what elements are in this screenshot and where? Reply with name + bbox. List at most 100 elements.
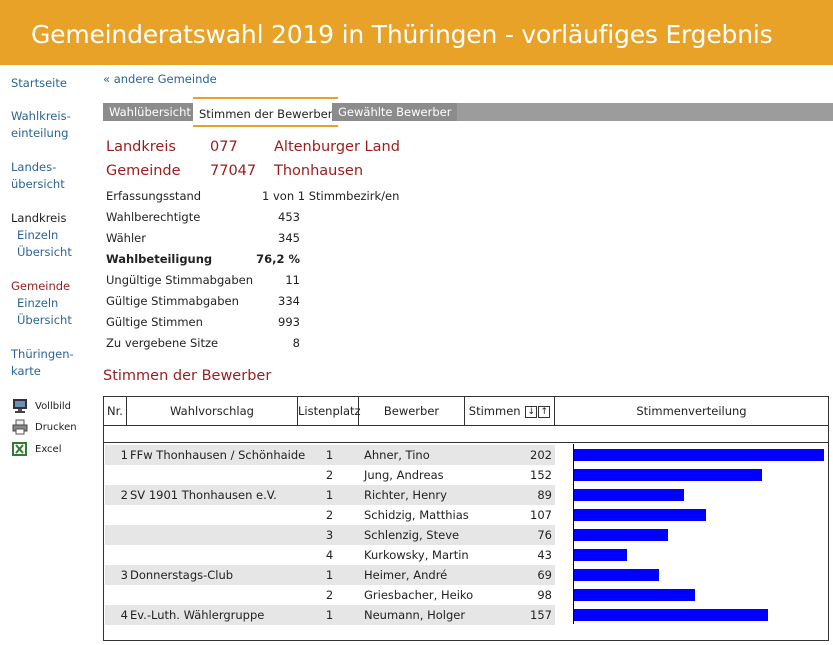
table-row: 2 SV 1901 Thonhausen e.V. 1 Richter, Henry 8… <box>105 485 555 505</box>
cell-nr: 1 <box>120 448 128 462</box>
cell-bewerber: Richter, Henry <box>364 488 447 502</box>
cell-nr: 3 <box>120 568 128 582</box>
stat-value-wahlbeteiligung: 76,2 % <box>256 252 300 266</box>
vote-bar <box>574 469 762 481</box>
sidebar-item-startseite[interactable]: Startseite <box>11 75 67 92</box>
cell-bewerber: Ahner, Tino <box>364 448 430 462</box>
section-title: Stimmen der Bewerber <box>103 368 272 384</box>
page-title: Gemeinderatswahl 2019 in Thüringen - vor… <box>31 20 773 49</box>
vote-bar <box>574 609 768 621</box>
tab-stimmen-der-bewerber[interactable]: Stimmen der Bewerber <box>193 97 339 127</box>
stat-value-gueltige-stimmabgaben: 334 <box>278 294 300 308</box>
vollbild-button[interactable]: Vollbild <box>11 398 71 414</box>
column-header-nr: Nr. <box>104 397 127 425</box>
stat-label-wahlbeteiligung: Wahlbeteiligung <box>106 252 213 266</box>
cell-listenplatz: 1 <box>325 488 334 502</box>
table-row: 1 FFw Thonhausen / Schönhaide 1 Ahner, Tino… <box>105 445 555 465</box>
sidebar-label-landkreis: Landkreis <box>11 211 67 225</box>
table-row: 2 Schidzig, Matthias 107 <box>105 505 555 525</box>
gemeinde-label: Gemeinde <box>106 163 181 179</box>
sidebar-link-wahlkreis-1[interactable]: Wahlkreis- <box>11 109 71 123</box>
sidebar-link-gemeinde-uebersicht[interactable]: Übersicht <box>17 313 72 327</box>
gemeinde-name: Thonhausen <box>274 163 364 179</box>
printer-icon <box>11 419 29 435</box>
sidebar-link-landkreis-uebersicht[interactable]: Übersicht <box>17 245 72 259</box>
cell-bewerber: Schidzig, Matthias <box>364 508 469 522</box>
cell-bewerber: Schlenzig, Steve <box>364 528 460 542</box>
cell-listenplatz: 1 <box>325 448 334 462</box>
cell-stimmen: 98 <box>537 588 552 602</box>
cell-listenplatz: 3 <box>325 528 334 542</box>
landkreis-label: Landkreis <box>106 139 176 155</box>
tab-gewaehlte-bewerber[interactable]: Gewählte Bewerber <box>332 103 458 121</box>
stat-value-gueltige-stimmen: 993 <box>278 315 300 329</box>
table-row: 3 Donnerstags-Club 1 Heimer, André 69 <box>105 565 555 585</box>
stat-value-waehler: 345 <box>278 231 300 245</box>
vote-bar <box>574 589 695 601</box>
cell-listenplatz: 2 <box>325 468 334 482</box>
sidebar-link-karte-2[interactable]: karte <box>11 364 41 378</box>
cell-stimmen: 107 <box>530 508 552 522</box>
sidebar-link-gemeinde-einzeln[interactable]: Einzeln <box>17 296 59 310</box>
sidebar-link-karte-1[interactable]: Thüringen- <box>11 347 74 361</box>
cell-stimmen: 157 <box>530 608 552 622</box>
stat-value-zu-vergebene-sitze: 8 <box>292 336 300 350</box>
results-table: Nr. Wahlvorschlag Listenplatz Bewerber S… <box>103 396 829 641</box>
cell-wahlvorschlag: Ev.-Luth. Wählergruppe <box>130 608 265 622</box>
vote-bar <box>574 449 824 461</box>
header-divider-2 <box>104 442 828 443</box>
stat-label-waehler: Wähler <box>106 231 146 245</box>
cell-listenplatz: 2 <box>325 588 334 602</box>
cell-stimmen: 43 <box>537 548 552 562</box>
sidebar-item-landes[interactable]: Landes- übersicht <box>11 159 65 193</box>
cell-stimmen: 202 <box>530 448 552 462</box>
excel-button[interactable]: Excel <box>11 441 62 457</box>
column-header-stimmenverteilung: Stimmenverteilung <box>636 404 747 418</box>
cell-bewerber: Griesbacher, Heiko <box>364 588 474 602</box>
sidebar-link-wahlkreis-2[interactable]: einteilung <box>11 126 69 140</box>
vote-bar <box>574 529 668 541</box>
chart-axis <box>573 444 574 624</box>
sidebar-link-startseite[interactable]: Startseite <box>11 76 67 90</box>
stat-label-zu-vergebene-sitze: Zu vergebene Sitze <box>106 336 219 350</box>
cell-stimmen: 152 <box>530 468 552 482</box>
cell-bewerber: Kurkowsky, Martin <box>364 548 469 562</box>
column-header-listenplatz: Listenplatz <box>298 397 361 425</box>
stat-label-gueltige-stimmabgaben: Gültige Stimmabgaben <box>106 294 239 308</box>
column-header-bewerber: Bewerber <box>359 397 465 425</box>
cell-bewerber: Neumann, Holger <box>364 608 466 622</box>
sidebar-item-wahlkreis[interactable]: Wahlkreis- einteilung <box>11 108 71 142</box>
cell-stimmen: 76 <box>537 528 552 542</box>
table-row: 4 Ev.-Luth. Wählergruppe 1 Neumann, Holger 1… <box>105 605 555 625</box>
excel-icon <box>11 441 29 457</box>
sidebar-link-landes-2[interactable]: übersicht <box>11 177 65 191</box>
tab-wahluebersicht[interactable]: Wahlübersicht <box>103 103 197 121</box>
sort-up-icon[interactable]: ↑ <box>538 405 551 418</box>
cell-bewerber: Jung, Andreas <box>364 468 444 482</box>
cell-wahlvorschlag: SV 1901 Thonhausen e.V. <box>130 488 277 502</box>
sidebar-link-landes-1[interactable]: Landes- <box>11 160 57 174</box>
sidebar-link-landkreis-einzeln[interactable]: Einzeln <box>17 228 59 242</box>
column-header-stimmen: Stimmen ↓ ↑ <box>465 397 555 425</box>
stat-label-erfassungsstand: Erfassungsstand <box>106 189 202 203</box>
table-row: 4 Kurkowsky, Martin 43 <box>105 545 555 565</box>
vote-bar <box>574 569 659 581</box>
cell-wahlvorschlag: FFw Thonhausen / Schönhaide <box>130 448 306 462</box>
andere-gemeinde-link[interactable]: « andere Gemeinde <box>103 72 217 86</box>
sidebar-group-gemeinde: Gemeinde Einzeln Übersicht <box>11 278 72 329</box>
vote-bar <box>574 509 706 521</box>
sort-down-icon[interactable]: ↓ <box>525 405 538 418</box>
stat-value-erfassungsstand: 1 von 1 Stimmbezirk/en <box>262 189 400 203</box>
drucken-label: Drucken <box>35 421 77 433</box>
stat-label-ungueltige-stimmabgaben: Ungültige Stimmabgaben <box>106 273 253 287</box>
cell-listenplatz: 1 <box>325 568 334 582</box>
stat-value-wahlberechtigte: 453 <box>278 210 300 224</box>
sidebar-item-karte[interactable]: Thüringen- karte <box>11 346 74 380</box>
stat-label-wahlberechtigte: Wahlberechtigte <box>106 210 201 224</box>
column-header-stimmen-label: Stimmen <box>468 404 521 418</box>
table-row: 2 Griesbacher, Heiko 98 <box>105 585 555 605</box>
cell-listenplatz: 2 <box>325 508 334 522</box>
drucken-button[interactable]: Drucken <box>11 419 77 435</box>
excel-label: Excel <box>35 443 62 455</box>
cell-nr: 2 <box>120 488 128 502</box>
